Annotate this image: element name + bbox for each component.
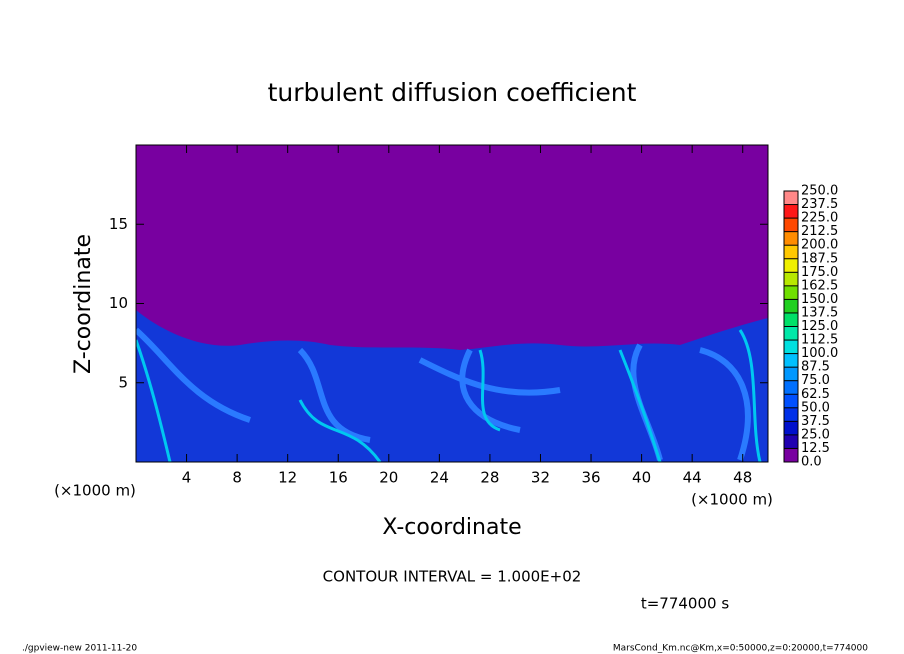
x-tick-label: 24 — [430, 469, 449, 487]
footer-left: ./gpview-new 2011-11-20 — [22, 644, 137, 654]
x-tick-label: 32 — [531, 469, 550, 487]
colorbar-label: 37.5 — [801, 414, 830, 429]
field — [136, 145, 768, 462]
x-axis-label: X-coordinate — [382, 515, 521, 540]
annotation: CONTOUR INTERVAL = 1.000E+02 — [323, 568, 582, 586]
colorbar-bin — [784, 191, 798, 205]
colorbar-bin — [784, 353, 798, 368]
colorbar-label: 200.0 — [801, 238, 838, 253]
colorbar-bin — [784, 258, 798, 273]
colorbar-bin — [784, 312, 798, 327]
colorbar-bin — [784, 218, 798, 232]
colorbar-bin — [784, 367, 798, 381]
colorbar-bin — [784, 285, 798, 300]
colorbar-bin — [784, 272, 798, 286]
colorbar-bin — [784, 340, 798, 354]
colorbar-label: 87.5 — [801, 360, 830, 375]
colorbar-label: 12.5 — [801, 441, 830, 456]
colorbar-bin — [784, 245, 798, 259]
colorbar-label: 62.5 — [801, 387, 830, 402]
colorbar-label: 250.0 — [801, 184, 838, 199]
colorbar-label: 137.5 — [801, 305, 838, 320]
colorbar-bin — [784, 421, 798, 435]
x-tick-label: 8 — [232, 469, 242, 487]
colorbar-bin — [784, 299, 798, 313]
y-axis-label: Z-coordinate — [71, 234, 96, 374]
colorbar-bin — [784, 231, 798, 246]
x-tick-label: 40 — [632, 469, 651, 487]
footer-right: MarsCond_Km.nc@Km,x=0:50000,z=0:20000,t=… — [613, 644, 868, 654]
colorbar-label: 187.5 — [801, 251, 838, 266]
colorbar-bin — [784, 448, 798, 462]
colorbar-label: 237.5 — [801, 197, 838, 212]
colorbar-label: 0.0 — [801, 455, 822, 470]
annotation: t=774000 s — [641, 595, 729, 613]
y-unit: (×1000 m) — [54, 482, 136, 500]
y-tick-label: 5 — [118, 373, 128, 391]
field-shading — [136, 310, 768, 462]
chart-title: turbulent diffusion coefficient — [268, 78, 637, 107]
x-tick-label: 28 — [480, 469, 499, 487]
colorbar-label: 25.0 — [801, 427, 830, 442]
x-tick-label: 16 — [329, 469, 348, 487]
colorbar-bin — [784, 394, 798, 408]
colorbar-label: 212.5 — [801, 224, 838, 239]
x-unit: (×1000 m) — [691, 491, 773, 509]
colorbar-label: 125.0 — [801, 319, 838, 334]
colorbar-label: 225.0 — [801, 211, 838, 226]
colorbar-label: 175.0 — [801, 265, 838, 280]
colorbar-label: 150.0 — [801, 292, 838, 307]
colorbar-label: 75.0 — [801, 373, 830, 388]
colorbar-label: 100.0 — [801, 346, 838, 361]
colorbar-label: 50.0 — [801, 400, 830, 415]
colorbar-bin — [784, 326, 798, 341]
y-tick-label: 10 — [109, 294, 128, 312]
x-tick-label: 36 — [581, 469, 600, 487]
x-tick-label: 48 — [733, 469, 752, 487]
colorbar-bin — [784, 407, 798, 422]
colorbar-bin — [784, 204, 798, 219]
x-tick-label: 12 — [278, 469, 297, 487]
x-tick-label: 44 — [683, 469, 702, 487]
x-tick-label: 20 — [379, 469, 398, 487]
colorbar-bin — [784, 434, 798, 449]
x-tick-label: 4 — [182, 469, 192, 487]
colorbar-bin — [784, 380, 798, 395]
y-tick-label: 15 — [109, 215, 128, 233]
field-shading — [136, 329, 762, 462]
colorbar-label: 112.5 — [801, 333, 838, 348]
colorbar-label: 162.5 — [801, 278, 838, 293]
